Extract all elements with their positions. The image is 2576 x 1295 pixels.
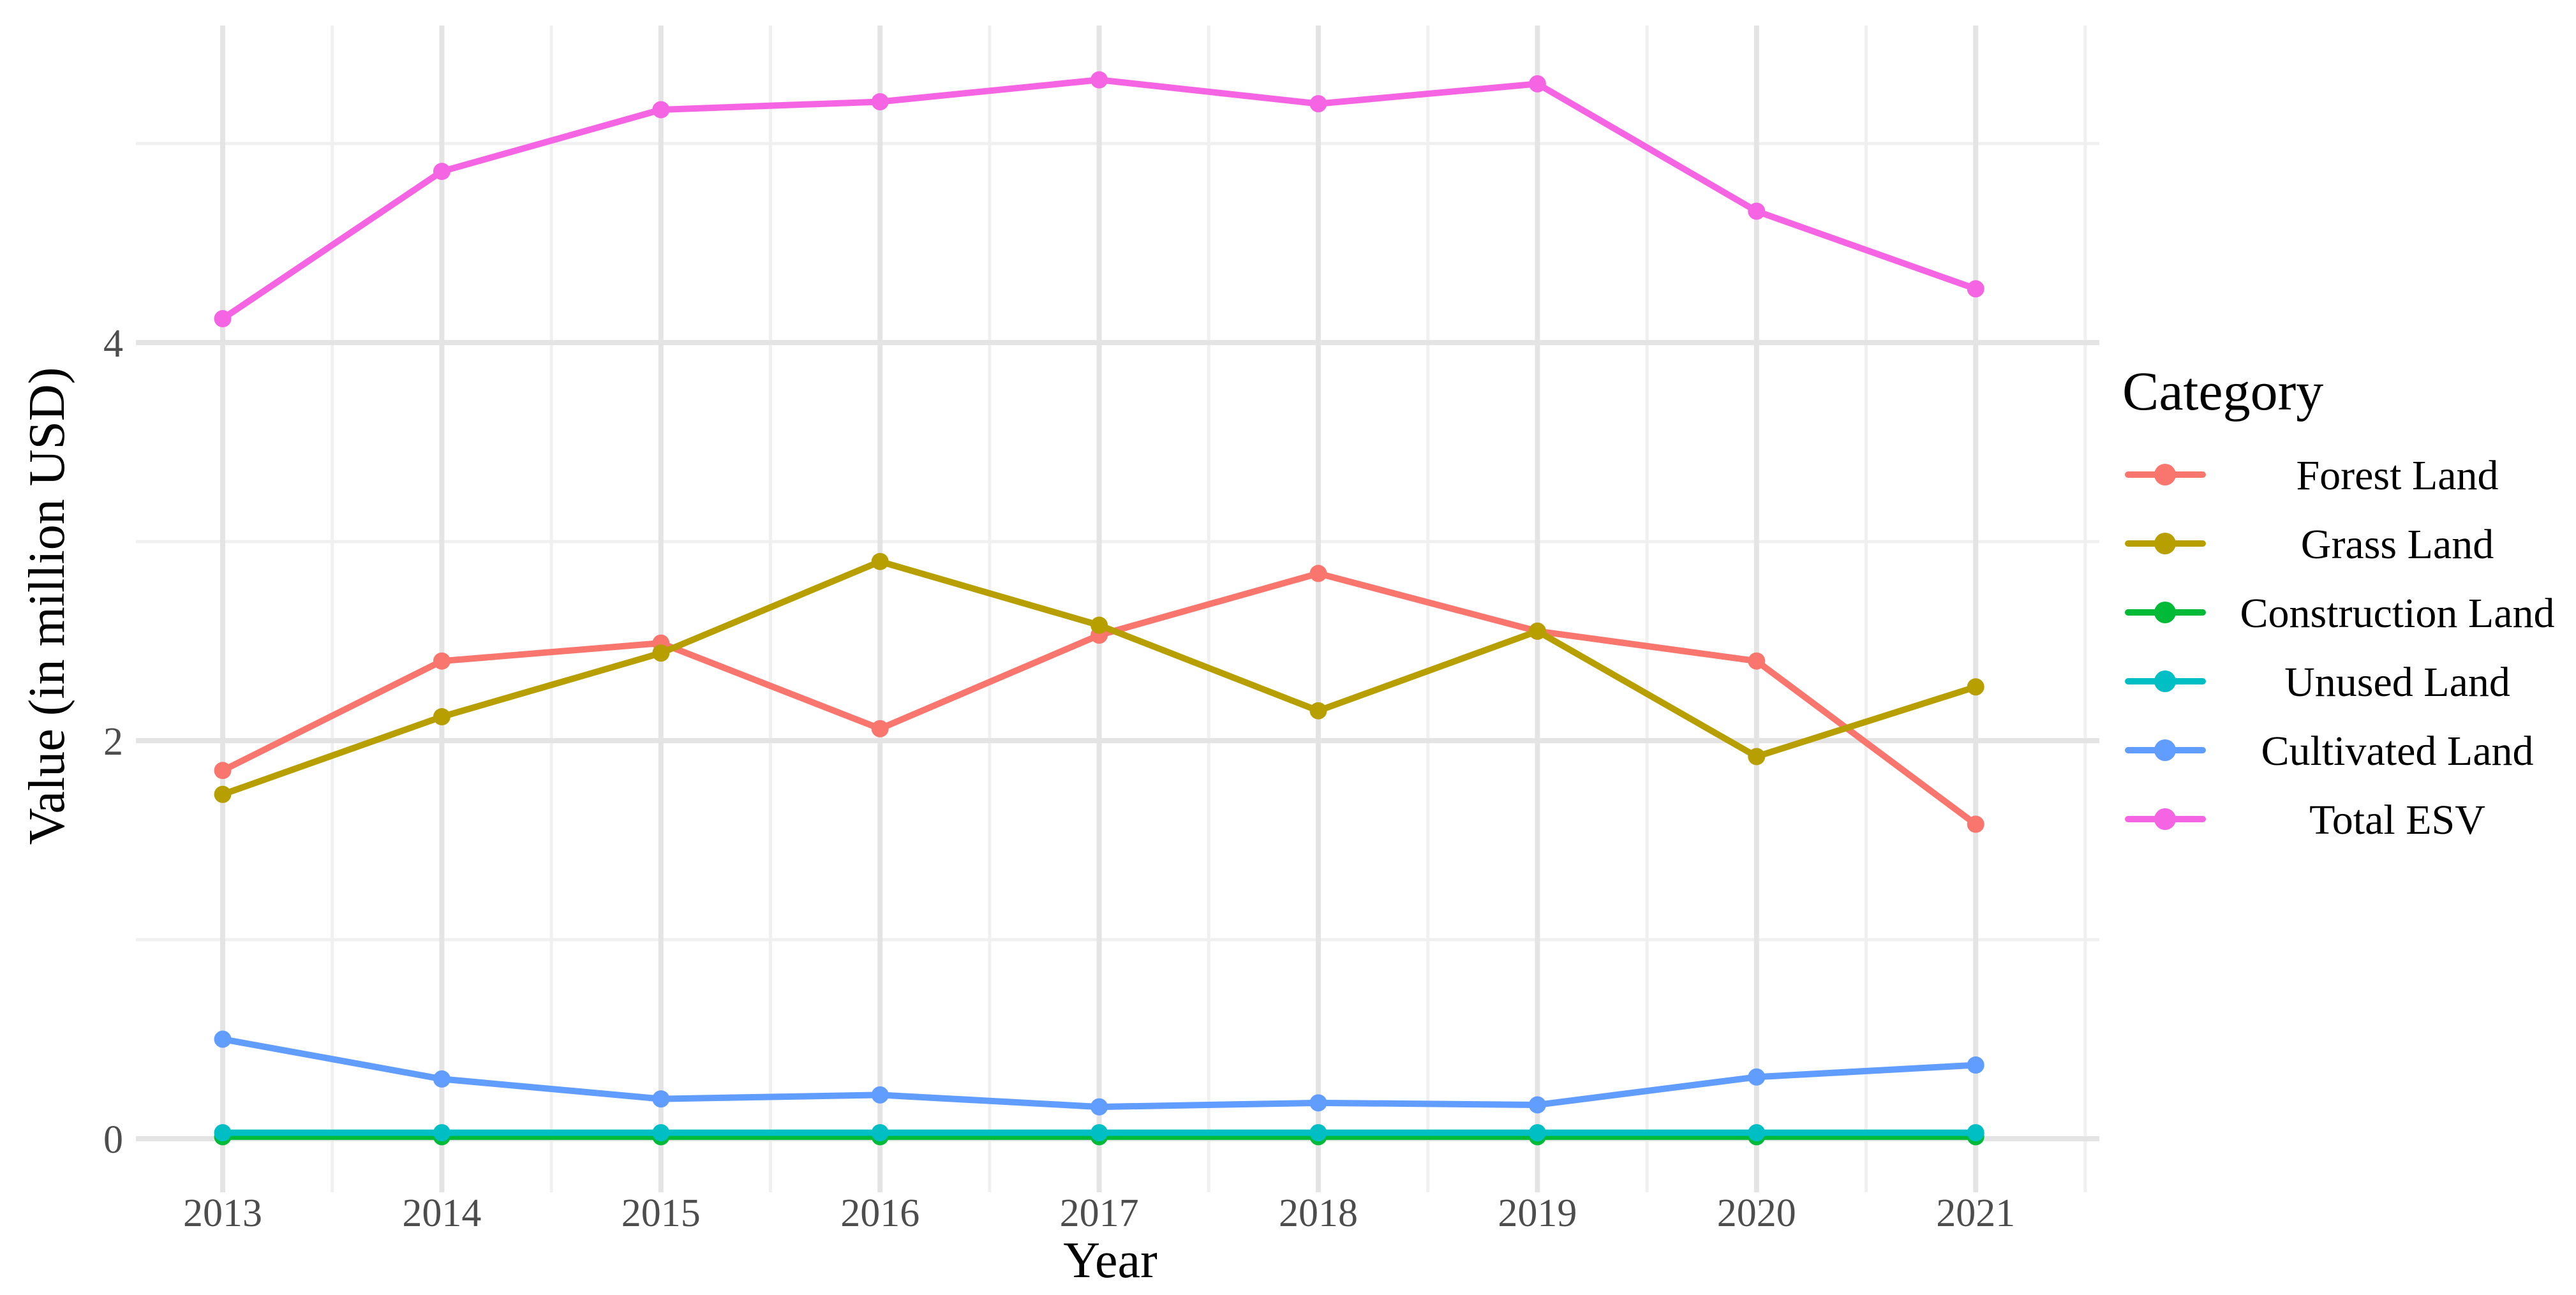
- data-point: [652, 644, 670, 662]
- x-tick-label: 2014: [402, 1192, 481, 1235]
- legend-label: Total ESV: [2309, 797, 2485, 843]
- data-point: [1528, 75, 1546, 93]
- x-tick-label: 2013: [183, 1192, 262, 1235]
- data-point: [652, 1090, 670, 1108]
- x-tick-label: 2017: [1060, 1192, 1139, 1235]
- gridlines-minor: [136, 26, 2099, 1192]
- data-point: [652, 101, 670, 119]
- y-tick-label: 0: [103, 1118, 123, 1162]
- legend-key-dot-total-esv: [2154, 808, 2176, 830]
- legend-label: Unused Land: [2284, 659, 2510, 706]
- data-point: [871, 1086, 889, 1104]
- legend-key-dot-grass-land: [2154, 533, 2176, 554]
- data-point: [1528, 1096, 1546, 1114]
- data-point: [652, 1124, 670, 1142]
- data-point: [1309, 702, 1327, 720]
- data-point: [1309, 1124, 1327, 1142]
- data-point: [214, 310, 232, 328]
- legend-item-unused-land: Unused Land: [2125, 659, 2510, 706]
- series-unused-land: [214, 1124, 1984, 1142]
- legend-key-dot-forest-land: [2154, 464, 2176, 485]
- data-point: [433, 163, 450, 181]
- legend-label: Grass Land: [2301, 521, 2494, 568]
- data-point: [1967, 1056, 1984, 1074]
- series-grass-land: [214, 552, 1984, 803]
- series-total-esv: [214, 71, 1984, 328]
- data-point: [214, 1030, 232, 1048]
- x-tick-label: 2019: [1498, 1192, 1577, 1235]
- y-axis-tick-labels: 0 2 4: [103, 322, 123, 1162]
- data-point: [433, 1070, 450, 1088]
- data-point: [1091, 1124, 1108, 1142]
- x-tick-label: 2021: [1936, 1192, 2015, 1235]
- x-tick-label: 2020: [1717, 1192, 1796, 1235]
- legend-title: Category: [2122, 360, 2323, 422]
- legend-item-total-esv: Total ESV: [2125, 797, 2485, 843]
- legend-item-cultivated-land: Cultivated Land: [2125, 728, 2534, 774]
- legend-item-grass-land: Grass Land: [2125, 521, 2494, 568]
- data-point: [1091, 616, 1108, 634]
- data-point: [433, 1124, 450, 1142]
- legend-item-construction-land: Construction Land: [2125, 590, 2555, 637]
- data-point: [1748, 1124, 1766, 1142]
- data-point: [1748, 748, 1766, 766]
- legend-key-dot-cultivated-land: [2154, 739, 2176, 761]
- data-point: [433, 652, 450, 670]
- legend-label: Cultivated Land: [2261, 728, 2533, 774]
- data-point: [871, 720, 889, 737]
- legend-items: Forest Land Grass Land Construction Land Un…: [2125, 452, 2555, 843]
- data-point: [1748, 1068, 1766, 1086]
- data-point: [433, 708, 450, 726]
- data-point: [1967, 678, 1984, 696]
- data-point: [871, 1124, 889, 1142]
- gridlines-major: [136, 26, 2099, 1192]
- y-tick-label: 4: [103, 322, 123, 366]
- data-point: [214, 762, 232, 780]
- data-point: [1091, 71, 1108, 89]
- data-point: [214, 785, 232, 803]
- legend-label: Construction Land: [2240, 590, 2554, 637]
- legend-key-dot-construction-land: [2154, 602, 2176, 623]
- data-point: [1309, 95, 1327, 113]
- data-point: [1528, 1124, 1546, 1142]
- data-point: [1309, 565, 1327, 582]
- data-point: [1967, 1124, 1984, 1142]
- x-tick-label: 2018: [1279, 1192, 1358, 1235]
- data-point: [1748, 652, 1766, 670]
- data-point: [1967, 815, 1984, 833]
- data-point: [1748, 202, 1766, 220]
- data-point: [1967, 280, 1984, 298]
- legend: Category Forest Land Grass Land Constructi…: [2122, 360, 2555, 843]
- data-point: [1309, 1094, 1327, 1112]
- x-tick-label: 2016: [840, 1192, 919, 1235]
- y-tick-label: 2: [103, 720, 123, 764]
- legend-label: Forest Land: [2296, 452, 2498, 499]
- data-point: [1528, 622, 1546, 640]
- x-tick-label: 2015: [622, 1192, 701, 1235]
- x-axis-title: Year: [1063, 1232, 1157, 1289]
- data-point: [214, 1124, 232, 1142]
- y-axis-title: Value (in million USD): [19, 367, 75, 845]
- legend-item-forest-land: Forest Land: [2125, 452, 2499, 499]
- series-cultivated-land: [214, 1030, 1984, 1116]
- data-point: [871, 93, 889, 110]
- data-point: [1091, 1098, 1108, 1116]
- x-axis-tick-labels: 2013 2014 2015 2016 2017 2018 2019 2020 2021: [183, 1192, 2015, 1235]
- legend-key-dot-unused-land: [2154, 670, 2176, 692]
- data-point: [871, 552, 889, 570]
- series-lines: [214, 71, 1984, 1146]
